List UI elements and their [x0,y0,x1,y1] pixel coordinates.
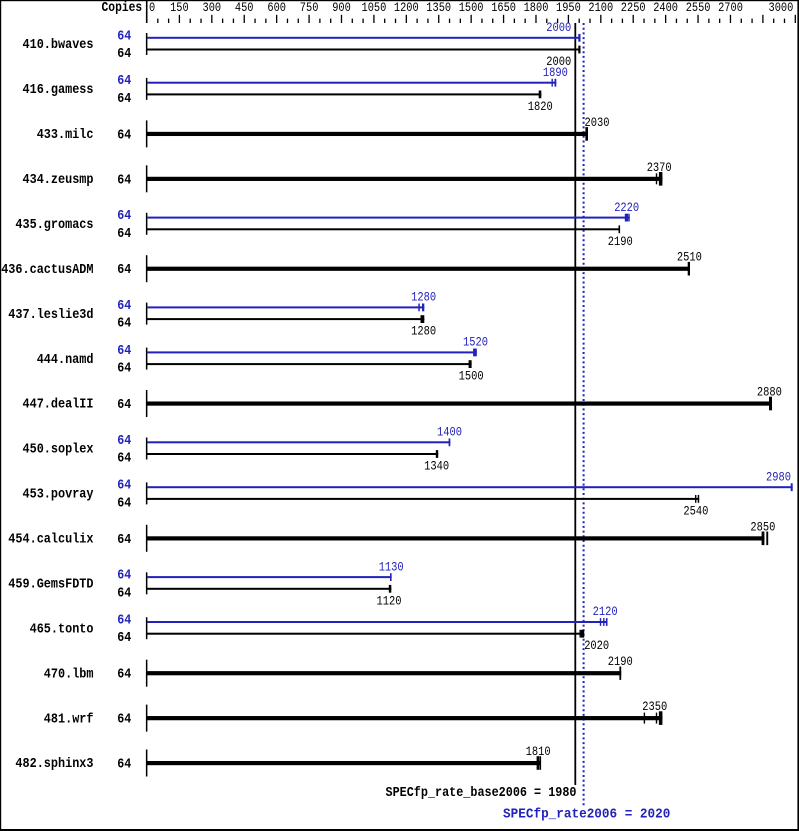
svg-text:3000: 3000 [769,1,794,15]
svg-text:450: 450 [235,1,254,15]
svg-text:1500: 1500 [459,370,484,384]
svg-text:416.gamess: 416.gamess [23,82,94,98]
svg-text:481.wrf: 481.wrf [44,711,94,727]
svg-text:64: 64 [117,28,131,44]
svg-text:1130: 1130 [379,560,404,574]
svg-text:453.povray: 453.povray [23,487,95,503]
svg-text:64: 64 [117,172,131,188]
svg-text:2400: 2400 [653,1,678,15]
svg-text:300: 300 [203,1,222,15]
svg-text:1650: 1650 [491,1,516,15]
svg-text:1280: 1280 [411,291,436,305]
svg-text:2220: 2220 [614,201,639,215]
svg-text:1120: 1120 [377,594,402,608]
svg-text:450.soplex: 450.soplex [23,442,95,458]
svg-text:64: 64 [117,712,131,728]
svg-text:64: 64 [117,451,131,467]
svg-text:1500: 1500 [459,1,484,15]
svg-text:459.GemsFDTD: 459.GemsFDTD [8,577,93,593]
svg-text:750: 750 [300,1,319,15]
svg-text:2350: 2350 [642,700,667,714]
svg-text:1050: 1050 [362,1,387,15]
svg-text:64: 64 [117,585,131,601]
svg-text:SPECfp_rate2006 = 2020: SPECfp_rate2006 = 2020 [503,807,670,823]
svg-text:64: 64 [117,630,131,646]
svg-text:1890: 1890 [543,66,568,80]
svg-text:SPECfp_rate_base2006 = 1980: SPECfp_rate_base2006 = 1980 [386,785,577,801]
svg-text:1200: 1200 [394,1,419,15]
svg-text:2250: 2250 [621,1,646,15]
svg-text:900: 900 [332,1,351,15]
svg-text:64: 64 [117,343,131,359]
svg-text:2000: 2000 [546,55,571,69]
svg-text:64: 64 [117,46,131,62]
svg-text:2000: 2000 [546,21,571,35]
svg-text:482.sphinx3: 482.sphinx3 [15,756,93,772]
svg-text:64: 64 [117,433,131,449]
svg-text:2100: 2100 [588,1,613,15]
svg-text:64: 64 [117,495,131,511]
svg-text:2030: 2030 [585,116,610,130]
svg-text:2190: 2190 [608,655,633,669]
svg-text:64: 64 [117,613,131,629]
svg-text:1520: 1520 [463,336,488,350]
svg-text:64: 64 [117,208,131,224]
svg-text:2370: 2370 [647,161,672,175]
svg-text:2980: 2980 [766,470,791,484]
svg-text:2120: 2120 [593,605,618,619]
svg-text:1950: 1950 [556,1,581,15]
svg-text:64: 64 [117,568,131,584]
svg-text:64: 64 [117,757,131,773]
svg-text:64: 64 [117,226,131,242]
svg-text:444.namd: 444.namd [37,352,94,368]
svg-text:1800: 1800 [524,1,549,15]
svg-text:64: 64 [117,532,131,548]
svg-text:64: 64 [117,127,131,143]
svg-text:437.leslie3d: 437.leslie3d [8,307,93,323]
svg-text:1350: 1350 [426,1,451,15]
svg-text:454.calculix: 454.calculix [8,532,94,548]
svg-text:434.zeusmp: 434.zeusmp [23,172,94,188]
svg-text:64: 64 [117,667,131,683]
svg-text:64: 64 [117,316,131,332]
svg-text:2020: 2020 [584,639,609,653]
svg-text:470.lbm: 470.lbm [44,666,94,682]
svg-text:1810: 1810 [526,745,551,759]
svg-text:410.bwaves: 410.bwaves [23,37,94,53]
svg-text:64: 64 [117,397,131,413]
svg-text:2510: 2510 [677,251,702,265]
svg-text:436.cactusADM: 436.cactusADM [1,262,93,278]
svg-text:447.dealII: 447.dealII [23,397,94,413]
svg-text:435.gromacs: 435.gromacs [15,217,93,233]
svg-text:64: 64 [117,361,131,377]
svg-text:433.milc: 433.milc [37,127,94,143]
svg-text:2190: 2190 [608,235,633,249]
svg-text:1400: 1400 [437,426,462,440]
svg-text:2540: 2540 [683,504,708,518]
svg-text:64: 64 [117,478,131,494]
svg-text:465.tonto: 465.tonto [30,621,94,637]
svg-text:150: 150 [170,1,189,15]
svg-text:64: 64 [117,73,131,89]
svg-text:64: 64 [117,298,131,314]
svg-text:2550: 2550 [686,1,711,15]
svg-text:1820: 1820 [528,100,553,114]
svg-text:600: 600 [267,1,286,15]
svg-text:2850: 2850 [750,520,775,534]
svg-text:1340: 1340 [424,460,449,474]
svg-text:64: 64 [117,91,131,107]
svg-text:64: 64 [117,262,131,278]
svg-text:0: 0 [149,1,155,15]
svg-text:1280: 1280 [411,325,436,339]
svg-text:2880: 2880 [757,386,782,400]
svg-text:2700: 2700 [718,1,743,15]
svg-text:Copies: Copies [102,0,143,16]
